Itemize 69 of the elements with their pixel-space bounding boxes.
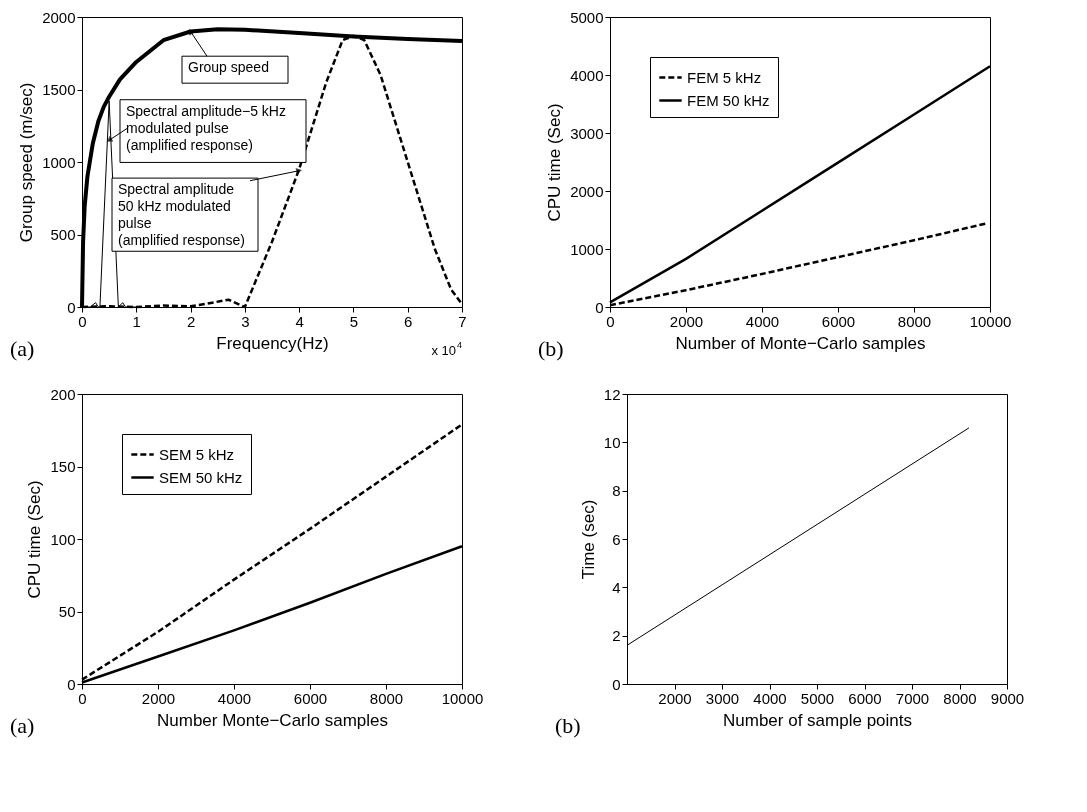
x-tick-label: 7 bbox=[458, 312, 467, 330]
text: (a) bbox=[10, 713, 35, 738]
annotation: Group speed bbox=[188, 59, 269, 76]
x-axis-title: Number Monte−Carlo samples bbox=[156, 710, 389, 730]
x-tick-label: 4000 bbox=[745, 312, 780, 330]
x-tick-label: 8000 bbox=[943, 689, 977, 707]
y-tick-label: 200 bbox=[50, 385, 76, 403]
x-tick-label: 4 bbox=[295, 312, 304, 330]
x-tick-label: 5000 bbox=[800, 689, 835, 707]
y-tick-label: 5000 bbox=[570, 8, 604, 26]
y-tick-label: 100 bbox=[50, 530, 76, 548]
x-axis-title: Number of sample points bbox=[723, 710, 912, 730]
x-tick-label: 2000 bbox=[141, 689, 176, 707]
x-axis-title: Number of Monte−Carlo samples bbox=[675, 333, 926, 353]
x-tick-label: 6000 bbox=[821, 312, 856, 330]
y-tick-label: 0 bbox=[595, 298, 604, 316]
y-axis-title: CPU time (Sec) bbox=[545, 103, 565, 222]
text: (b) bbox=[555, 713, 581, 738]
x-tick-label: 7000 bbox=[895, 689, 930, 707]
y-tick-label: 1000 bbox=[570, 240, 604, 258]
x-tick-label: 2000 bbox=[669, 312, 704, 330]
text: (a) bbox=[10, 336, 35, 361]
x-axis-title: Frequency(Hz) bbox=[216, 333, 329, 353]
x-tick-label: 2000 bbox=[658, 689, 692, 707]
y-tick-label: 0 bbox=[612, 675, 621, 693]
y-tick-label: 4000 bbox=[570, 66, 604, 84]
x-tick-label: 8000 bbox=[897, 312, 932, 330]
y-tick-label: 1000 bbox=[42, 153, 76, 171]
y-axis-title: CPU time (Sec) bbox=[25, 480, 45, 599]
x-tick-label: 0 bbox=[78, 689, 87, 707]
x-tick-label: 4000 bbox=[753, 689, 787, 707]
y-axis-title: Time (sec) bbox=[578, 499, 598, 580]
x-tick-label: 3 bbox=[241, 312, 250, 330]
x-tick-label: 10000 bbox=[969, 312, 1012, 330]
y-tick-label: 6 bbox=[612, 530, 621, 548]
x-tick-label: 8000 bbox=[369, 689, 404, 707]
x-tick-label: 6000 bbox=[848, 689, 882, 707]
y-tick-label: 2 bbox=[612, 627, 621, 645]
legend-label: SEM 50 kHz bbox=[159, 468, 243, 486]
y-tick-label: 150 bbox=[50, 458, 76, 475]
x-tick-label: 10000 bbox=[441, 689, 484, 707]
x-tick-label: 5 bbox=[349, 312, 359, 330]
x-tick-label: 2 bbox=[186, 312, 196, 330]
y-tick-label: 0 bbox=[67, 298, 76, 316]
x-tick-label: 6000 bbox=[293, 689, 328, 707]
y-tick-label: 2000 bbox=[42, 8, 76, 26]
x-tick-label: 0 bbox=[78, 312, 87, 330]
x-tick-label: 9000 bbox=[990, 689, 1025, 707]
x-tick-label: 3000 bbox=[705, 689, 740, 707]
annotation: Spectral amplitude−5 kHz modulated pulse (amplified response) bbox=[126, 102, 286, 153]
y-tick-label: 10 bbox=[603, 433, 621, 451]
x-tick-label: 4000 bbox=[217, 689, 252, 707]
y-tick-label: 50 bbox=[58, 603, 76, 620]
annotation: Spectral amplitude 50 kHz modulated pulse (amplified response) bbox=[118, 181, 245, 249]
y-tick-label: 4 bbox=[612, 578, 621, 596]
y-tick-label: 3000 bbox=[570, 124, 604, 142]
legend-label: FEM 50 kHz bbox=[687, 91, 770, 109]
y-axis-title: Group speed (m/sec) bbox=[17, 82, 37, 243]
x-tick-label: 6 bbox=[404, 312, 413, 330]
y-tick-label: 2000 bbox=[570, 182, 604, 200]
y-tick-label: 500 bbox=[50, 226, 76, 243]
y-tick-label: 12 bbox=[603, 385, 621, 403]
legend-label: SEM 5 kHz bbox=[159, 445, 235, 463]
y-tick-label: 0 bbox=[67, 675, 76, 693]
text: (b) bbox=[538, 336, 564, 361]
x-tick-label: 1 bbox=[132, 312, 141, 330]
legend-label: FEM 5 kHz bbox=[687, 68, 762, 86]
y-tick-label: 1500 bbox=[42, 81, 76, 98]
y-tick-label: 8 bbox=[612, 482, 621, 500]
